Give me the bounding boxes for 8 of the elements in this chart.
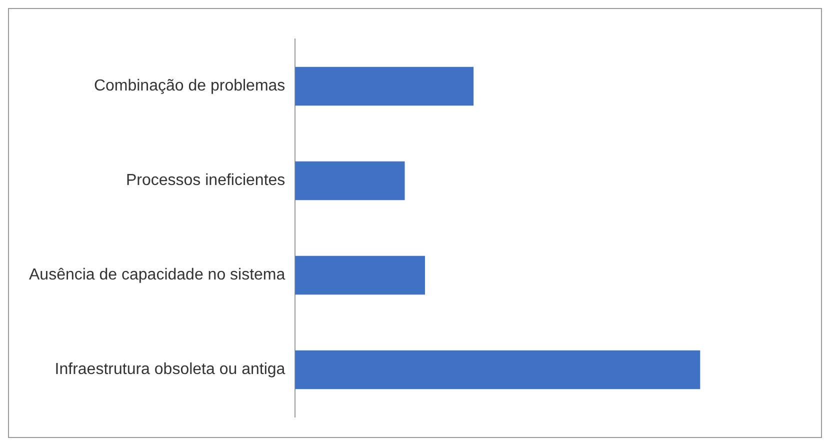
bar [295, 256, 425, 295]
bar [295, 350, 700, 390]
y-tick-label: Processos ineficientes [126, 172, 286, 190]
bar [295, 161, 405, 200]
y-tick-label: Ausência de capacidade no sistema [28, 266, 286, 284]
bar [295, 66, 474, 106]
y-tick-label: Infraestrutura obsoleta ou antiga [54, 361, 286, 378]
y-tick-label: Combinação de problemas [94, 78, 286, 95]
